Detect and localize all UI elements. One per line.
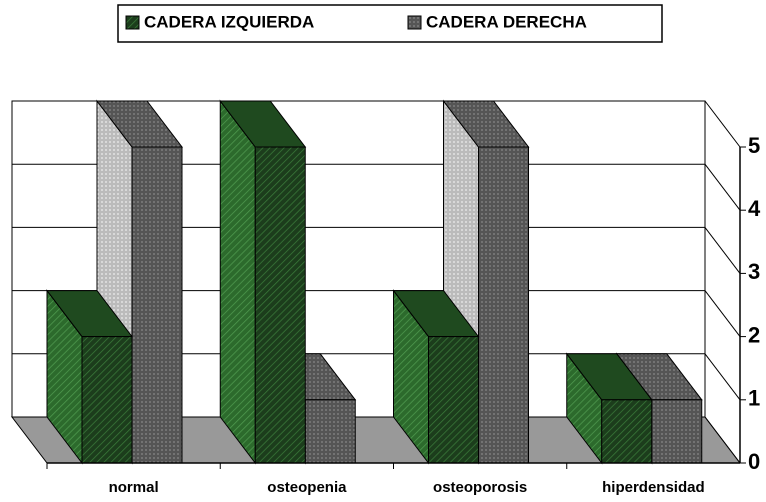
y-tick-label: 5 — [748, 133, 760, 158]
x-tick-label: normal — [109, 479, 159, 496]
bar-side — [219, 99, 256, 465]
legend-box — [117, 4, 663, 43]
legend-swatch — [407, 15, 422, 30]
side-grid-line — [704, 163, 741, 211]
y-tick-label: 0 — [748, 449, 760, 474]
y-tick-label: 1 — [748, 386, 760, 411]
bar — [254, 146, 306, 464]
x-tick-label: osteoporosis — [433, 479, 527, 496]
legend-label: CADERA IZQUIERDA — [144, 12, 314, 31]
bar — [304, 399, 356, 464]
bar — [81, 336, 133, 464]
bar — [428, 336, 479, 464]
legend-label: CADERA DERECHA — [426, 12, 587, 31]
side-grid-line — [704, 353, 741, 401]
bar — [131, 146, 183, 464]
x-tick-label: hiperdensidad — [602, 479, 705, 496]
bar — [601, 399, 653, 464]
legend-swatch — [125, 15, 140, 30]
x-tick-label: osteopenia — [267, 479, 347, 496]
bar — [478, 146, 529, 464]
side-grid-line — [704, 227, 741, 274]
y-tick-label: 3 — [748, 259, 760, 284]
y-tick-label: 4 — [748, 196, 761, 221]
y-tick-label: 2 — [748, 322, 760, 347]
side-grid-line — [704, 100, 741, 148]
side-grid-line — [704, 416, 741, 464]
bar — [651, 399, 703, 464]
side-grid-line — [704, 290, 741, 337]
